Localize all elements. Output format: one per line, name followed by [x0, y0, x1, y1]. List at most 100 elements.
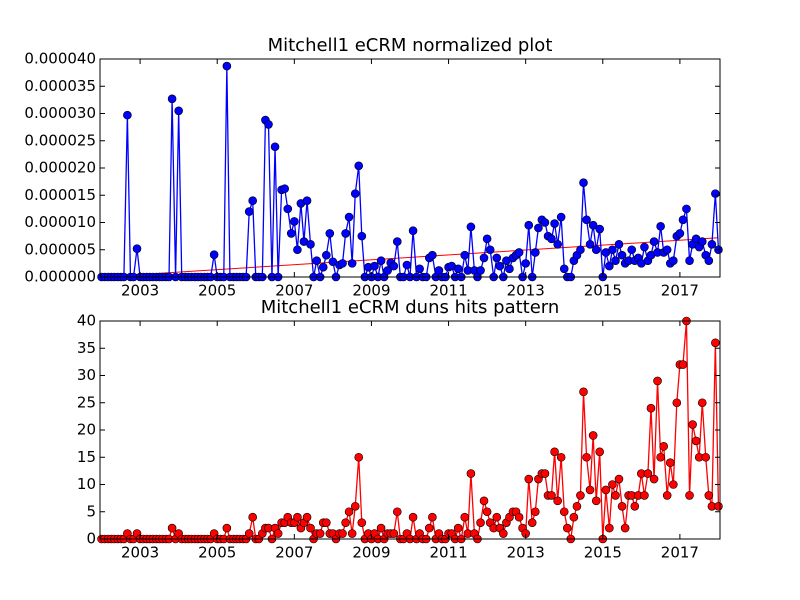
- y-tick-label: 0.000005: [24, 240, 96, 258]
- marker: [402, 260, 412, 270]
- series-line: [101, 66, 720, 280]
- marker: [248, 196, 257, 205]
- marker: [572, 501, 582, 511]
- marker: [527, 518, 537, 527]
- marker: [550, 219, 559, 228]
- marker: [547, 234, 556, 244]
- x-tick-label: 2007: [275, 282, 313, 300]
- marker: [614, 240, 624, 249]
- marker: [611, 256, 620, 265]
- marker: [306, 240, 315, 249]
- x-tick-label: 2009: [352, 282, 390, 300]
- marker: [688, 420, 697, 429]
- marker: [244, 207, 254, 216]
- marker: [453, 523, 463, 533]
- x-tick-label: 2015: [584, 544, 622, 562]
- marker: [290, 217, 299, 226]
- x-tick-label: 2011: [429, 282, 467, 300]
- axes-frame: [99, 58, 721, 278]
- marker: [547, 491, 556, 500]
- marker: [582, 215, 591, 225]
- marker: [605, 523, 614, 533]
- marker: [492, 512, 502, 522]
- y-tick-label: 20: [77, 421, 96, 439]
- marker: [553, 496, 562, 506]
- marker: [550, 447, 559, 457]
- marker: [302, 196, 312, 205]
- marker: [605, 261, 614, 271]
- marker: [286, 229, 296, 238]
- marker: [376, 256, 386, 265]
- y-tick-label: 40: [77, 312, 96, 330]
- marker: [697, 237, 707, 246]
- marker: [350, 501, 360, 511]
- marker: [167, 523, 177, 533]
- marker: [466, 469, 476, 478]
- marker: [476, 266, 485, 275]
- marker: [556, 452, 566, 462]
- x-tick-label: 2003: [121, 282, 159, 300]
- marker: [315, 529, 325, 538]
- marker: [579, 387, 588, 397]
- marker: [582, 452, 591, 462]
- y-tick-label: 10: [77, 475, 96, 493]
- marker: [659, 442, 669, 451]
- marker: [579, 178, 588, 188]
- marker: [540, 469, 550, 478]
- marker: [704, 256, 714, 265]
- y-tick-label: 30: [77, 366, 96, 384]
- marker: [415, 264, 424, 274]
- x-tick-label: 2013: [507, 544, 545, 562]
- x-tick-label: 2003: [121, 544, 159, 562]
- marker: [514, 248, 524, 257]
- marker: [376, 523, 386, 533]
- y-tick-label: 0.000025: [24, 131, 96, 149]
- marker: [322, 518, 331, 527]
- marker: [424, 523, 434, 533]
- marker: [370, 261, 379, 271]
- marker: [479, 496, 489, 506]
- marker: [167, 94, 177, 104]
- y-tick-label: 0.000020: [24, 159, 96, 177]
- marker: [354, 161, 364, 171]
- marker: [514, 512, 524, 522]
- marker: [656, 222, 665, 231]
- marker: [174, 106, 183, 116]
- marker: [669, 256, 678, 265]
- x-tick-label: 2005: [198, 282, 236, 300]
- marker: [392, 237, 402, 246]
- x-tick-label: 2015: [584, 282, 622, 300]
- marker: [556, 212, 566, 222]
- marker: [601, 485, 611, 495]
- marker: [649, 237, 659, 246]
- marker: [701, 452, 711, 462]
- marker: [588, 220, 598, 230]
- y-tick-label: 0: [86, 530, 96, 548]
- x-tick-label: 2005: [198, 544, 236, 562]
- marker: [630, 501, 640, 511]
- marker: [662, 245, 672, 255]
- marker: [662, 491, 672, 500]
- marker: [540, 218, 550, 227]
- marker: [685, 491, 694, 500]
- x-tick-label: 2009: [352, 544, 390, 562]
- marker: [595, 224, 605, 234]
- marker: [408, 226, 418, 235]
- marker: [585, 485, 595, 495]
- marker: [531, 248, 540, 257]
- y-tick-label: 0.000030: [24, 104, 96, 122]
- marker: [347, 529, 357, 538]
- marker: [306, 523, 315, 533]
- marker: [576, 491, 585, 500]
- x-tick-label: 2007: [275, 544, 313, 562]
- marker: [485, 245, 495, 255]
- marker: [222, 523, 232, 533]
- marker: [132, 244, 142, 253]
- marker: [643, 469, 653, 478]
- x-tick-label: 2013: [507, 282, 545, 300]
- marker: [608, 245, 617, 255]
- marker: [559, 507, 569, 517]
- marker: [534, 223, 543, 233]
- marker: [617, 250, 627, 260]
